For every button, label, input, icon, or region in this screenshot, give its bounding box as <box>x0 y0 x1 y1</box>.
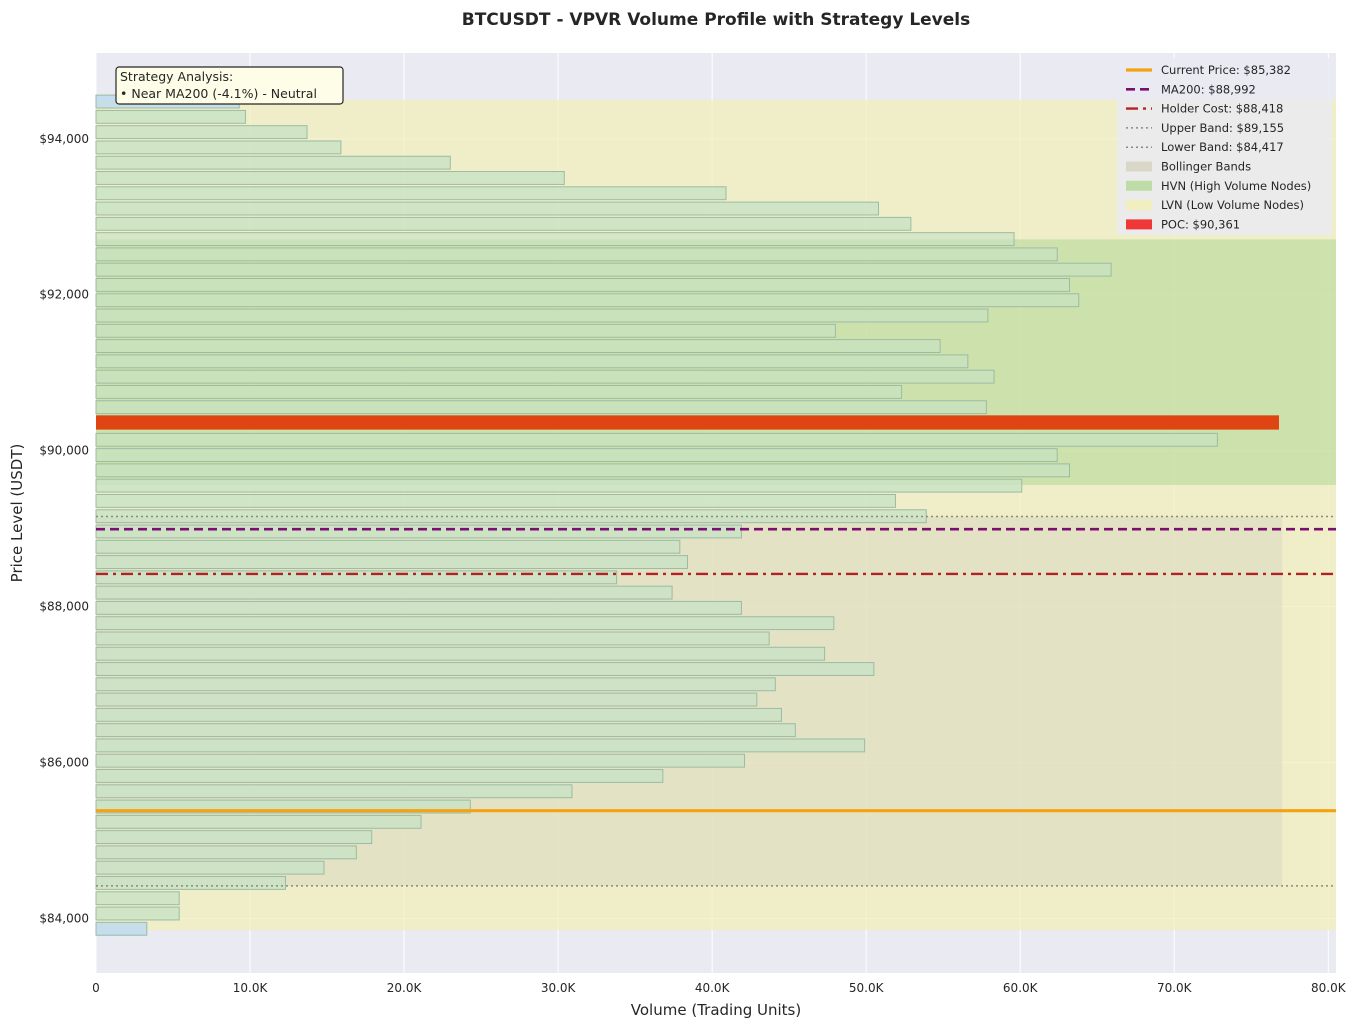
volume-bar <box>95 769 664 783</box>
x-tick-label: 70.0K <box>1157 981 1193 995</box>
volume-bar <box>95 600 742 615</box>
legend-label: Lower Band: $84,417 <box>1161 140 1284 154</box>
legend-label: Bollinger Bands <box>1161 160 1251 174</box>
x-tick-label: 10.0K <box>233 981 269 995</box>
y-tick-label: $88,000 <box>39 600 89 614</box>
volume-bar <box>95 400 987 415</box>
volume-bar <box>95 860 325 875</box>
volume-bar <box>95 201 880 216</box>
volume-bar <box>95 384 903 399</box>
legend-label: HVN (High Volume Nodes) <box>1161 179 1311 193</box>
volume-bar <box>95 830 373 845</box>
strategy-analysis-frame <box>115 66 344 105</box>
volume-bar <box>95 631 770 646</box>
poc-bar <box>96 415 1280 430</box>
x-tick-label: 30.0K <box>541 981 577 995</box>
y-axis-label: Price Level (USDT) <box>8 444 26 583</box>
volume-bar <box>95 216 912 231</box>
volume-bar <box>95 845 357 860</box>
x-tick-label: 50.0K <box>849 981 885 995</box>
legend-label: Holder Cost: $88,418 <box>1161 102 1283 116</box>
volume-bar <box>95 432 1218 447</box>
volume-bar <box>95 323 836 338</box>
volume-bar <box>95 539 681 554</box>
volume-bar <box>95 278 1071 292</box>
legend-frame <box>1117 58 1332 235</box>
y-axis-ticks: $84,000 $86,000 $88,000 $90,000 $92,000 $94,0… <box>39 132 89 926</box>
volume-bar <box>95 140 342 155</box>
y-tick-label: $94,000 <box>39 132 89 146</box>
volume-bar <box>95 171 565 185</box>
y-tick-label: $90,000 <box>39 444 89 458</box>
volume-bar <box>95 723 796 738</box>
volume-bar <box>95 478 1023 493</box>
volume-bar <box>95 692 758 707</box>
volume-bar <box>95 616 835 631</box>
y-tick-label: $86,000 <box>39 755 89 769</box>
volume-bar <box>95 308 989 323</box>
legend-label: Current Price: $85,382 <box>1161 63 1291 77</box>
x-axis-label: Volume (Trading Units) <box>631 1001 801 1019</box>
x-tick-label: 60.0K <box>1003 981 1039 995</box>
volume-bar <box>95 646 826 661</box>
volume-bar <box>95 493 896 508</box>
legend-swatch <box>1126 161 1152 172</box>
x-tick-label: 40.0K <box>695 981 731 995</box>
legend-label: MA200: $88,992 <box>1161 82 1256 96</box>
legend-swatch <box>1126 180 1152 191</box>
legend-label: POC: $90,361 <box>1161 217 1240 231</box>
x-axis-ticks: 0 10.0K 20.0K 30.0K 40.0K 50.0K 60.0K 70.0K 80.0… <box>92 981 1347 995</box>
volume-bar <box>95 814 422 829</box>
x-tick-label: 0 <box>92 981 100 995</box>
volume-bar <box>95 555 689 569</box>
volume-bar <box>95 354 969 369</box>
volume-bar <box>95 906 180 921</box>
y-tick-label: $84,000 <box>39 911 89 925</box>
volume-bar <box>95 125 308 140</box>
volume-bar <box>95 155 451 170</box>
volume-bar <box>95 891 180 906</box>
volume-bar <box>95 369 995 384</box>
volume-bar <box>95 262 1112 277</box>
legend-swatch <box>1126 219 1152 230</box>
volume-bar <box>95 585 673 600</box>
strategy-level-lines <box>96 515 1336 887</box>
volume-bar <box>95 677 776 692</box>
chart-title: BTCUSDT - VPVR Volume Profile with Strat… <box>462 10 971 30</box>
strategy-analysis-title: Strategy Analysis: <box>120 69 233 84</box>
volume-bar <box>95 232 1015 247</box>
volume-bar <box>95 186 727 201</box>
x-tick-label: 20.0K <box>387 981 423 995</box>
legend-label: Upper Band: $89,155 <box>1161 121 1284 135</box>
legend: Current Price: $85,382 MA200: $88,992 Hold… <box>1117 58 1332 235</box>
legend-label: LVN (Low Volume Nodes) <box>1161 198 1304 212</box>
volume-bar <box>95 753 745 768</box>
volume-bar <box>95 921 148 936</box>
volume-bar <box>95 876 286 890</box>
legend-swatch <box>1126 200 1152 211</box>
x-tick-label: 80.0K <box>1311 981 1347 995</box>
strategy-analysis-box: Strategy Analysis: • Near MA200 (-4.1%) … <box>115 66 344 105</box>
volume-bar <box>95 448 1058 463</box>
volume-bar <box>95 738 866 753</box>
strategy-analysis-line: • Near MA200 (-4.1%) - Neutral <box>120 86 317 101</box>
volume-bar <box>95 662 875 676</box>
volume-bar <box>95 339 941 354</box>
volume-bars <box>95 94 1280 936</box>
volume-bar <box>95 463 1071 478</box>
volume-bar <box>95 293 1080 308</box>
volume-bar <box>95 109 246 124</box>
volume-bar <box>95 784 573 799</box>
volume-bar <box>95 247 1058 262</box>
y-tick-label: $92,000 <box>39 288 89 302</box>
volume-bar <box>95 707 782 722</box>
volume-bar <box>95 524 742 539</box>
